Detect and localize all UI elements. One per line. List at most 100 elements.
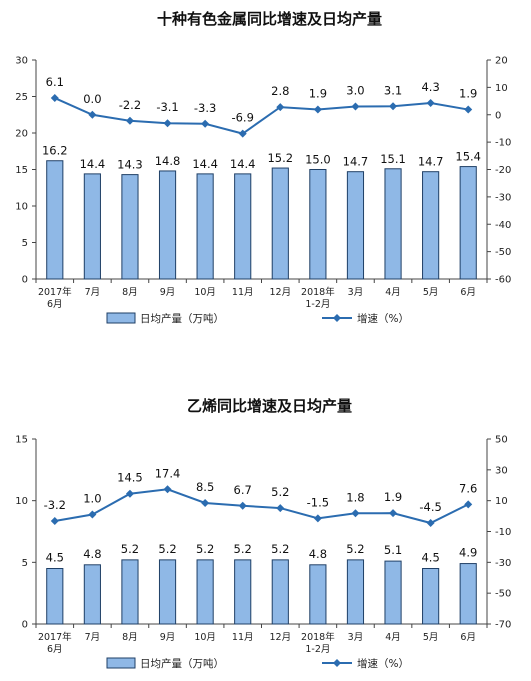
bar-data-label: 5.2	[271, 542, 289, 556]
bar-data-label: 5.2	[196, 542, 214, 556]
growth-line	[54, 97, 469, 135]
line-marker	[163, 485, 172, 494]
bar	[271, 167, 289, 280]
x-tick-label: 1-2月	[305, 299, 330, 310]
bar	[121, 174, 139, 280]
chart-title: 十种有色金属同比增速及日均产量	[157, 10, 382, 28]
line-data-label: 3.0	[346, 84, 364, 98]
x-tick-label: 11月	[232, 287, 254, 298]
bar-data-label: 14.3	[117, 158, 143, 172]
bar-data-label: 5.2	[346, 542, 364, 556]
line-marker	[201, 119, 210, 128]
bar-data-label: 16.2	[42, 144, 68, 158]
line-data-label: 6.7	[234, 483, 252, 497]
x-tick-label: 8月	[122, 287, 138, 298]
legend-bar-label: 日均产量（万吨）	[140, 312, 224, 325]
right-tick-label: -50	[495, 589, 511, 600]
line-data-label: 5.2	[271, 485, 289, 499]
right-tick-label: -30	[495, 558, 511, 569]
line-marker	[276, 103, 285, 112]
right-tick-label: 0	[495, 110, 501, 121]
left-tick-label: 5	[22, 558, 28, 569]
line-data-label: -1.5	[307, 495, 329, 509]
x-tick-label: 6月	[47, 644, 63, 655]
line-marker	[125, 489, 134, 498]
legend-line-marker	[333, 314, 341, 322]
bar-data-label: 5.2	[121, 542, 139, 556]
x-tick-label: 12月	[269, 287, 291, 298]
bar	[158, 559, 177, 625]
right-tick-label: 10	[495, 83, 508, 94]
line-data-label: -3.2	[44, 498, 66, 512]
line-marker	[464, 500, 473, 509]
line-marker	[238, 129, 247, 138]
bar-data-label: 14.4	[230, 157, 256, 171]
bar-data-label: 4.5	[46, 551, 64, 565]
line-marker	[351, 102, 360, 111]
bar	[196, 173, 214, 280]
x-tick-label: 3月	[348, 287, 364, 298]
bar	[309, 564, 327, 625]
bar-data-label: 15.1	[380, 152, 406, 166]
line-marker	[88, 510, 97, 519]
legend-bar-label: 日均产量（万吨）	[140, 657, 224, 670]
x-tick-label: 1-2月	[305, 644, 330, 655]
bar	[83, 564, 101, 625]
line-data-label: 1.9	[459, 87, 477, 101]
x-tick-label: 4月	[385, 287, 401, 298]
x-tick-label: 4月	[385, 632, 401, 643]
bar	[83, 173, 101, 280]
legend-bar-swatch	[106, 312, 136, 324]
bar-data-label: 4.5	[421, 551, 439, 565]
x-tick-label: 11月	[232, 632, 254, 643]
line-marker	[276, 504, 285, 513]
bar-data-label: 15.2	[267, 151, 293, 165]
bar-data-label: 14.7	[343, 155, 369, 169]
right-tick-label: -40	[495, 220, 511, 231]
bar	[158, 170, 177, 280]
bar-data-label: 5.1	[384, 543, 402, 557]
growth-line	[54, 488, 469, 525]
right-tick-label: 20	[495, 56, 508, 67]
bar	[46, 568, 64, 625]
x-tick-label: 9月	[160, 632, 176, 643]
line-data-label: 8.5	[196, 480, 214, 494]
right-tick-label: -10	[495, 527, 511, 538]
bar	[121, 559, 139, 625]
bar	[196, 559, 214, 625]
line-marker	[313, 514, 322, 523]
left-tick-label: 15	[15, 165, 28, 176]
bar	[459, 563, 477, 625]
x-tick-label: 6月	[460, 287, 476, 298]
chart-1: 十种有色金属同比增速及日均产量 0 5 10 15 20 25 30 -60 -50 -40 -30 -…	[15, 10, 511, 325]
x-tick-label: 2018年	[301, 631, 335, 643]
left-tick-label: 0	[22, 275, 28, 286]
line-marker	[163, 119, 172, 128]
bar	[346, 559, 365, 625]
x-tick-label: 7月	[85, 632, 101, 643]
x-tick-label: 8月	[122, 632, 138, 643]
x-tick-label: 9月	[160, 287, 176, 298]
line-data-label: -4.5	[419, 500, 441, 514]
left-tick-label: 25	[15, 92, 28, 103]
x-tick-label: 10月	[194, 632, 216, 643]
bar	[459, 166, 477, 280]
right-tick-label: -60	[495, 275, 511, 286]
line-data-label: 0.0	[83, 92, 101, 106]
bar-data-label: 4.8	[83, 547, 101, 561]
line-marker	[238, 501, 247, 510]
line-data-label: 3.1	[384, 83, 402, 97]
x-tick-label: 6月	[460, 632, 476, 643]
chart-title: 乙烯同比增速及日均产量	[187, 397, 352, 415]
bar-data-label: 5.2	[234, 542, 252, 556]
legend-line-label: 增速（%）	[357, 312, 409, 325]
bar	[271, 559, 289, 625]
line-data-label: -3.1	[156, 100, 178, 114]
bar	[346, 171, 365, 280]
legend-line-label: 增速（%）	[357, 657, 409, 670]
chart-2: 乙烯同比增速及日均产量 0 5 10 15 -70 -50 -30 -10 10 30 50 4.5 4.…	[15, 397, 511, 670]
bar-data-label: 15.4	[455, 150, 481, 164]
right-tick-label: -20	[495, 165, 511, 176]
bar	[234, 559, 252, 625]
line-marker	[88, 110, 97, 119]
